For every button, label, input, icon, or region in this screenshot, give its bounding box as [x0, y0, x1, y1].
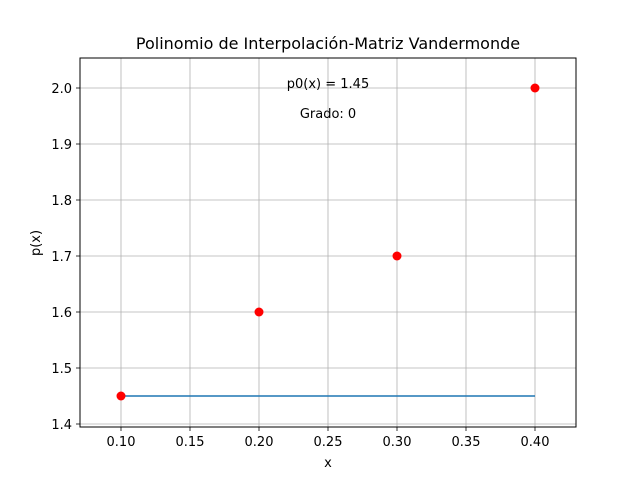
x-axis-label: x [324, 456, 332, 471]
data-point-marker [530, 83, 540, 93]
data-point-marker [254, 307, 264, 317]
plot-series [116, 83, 540, 401]
grid-lines [80, 58, 576, 427]
y-tick-label: 1.7 [51, 250, 72, 265]
y-tick-label: 1.4 [51, 418, 72, 433]
x-tick-label: 0.20 [245, 435, 274, 450]
x-axis-ticks: 0.10 0.15 0.20 0.25 0.30 0.35 0.40 [107, 427, 550, 450]
y-tick-label: 1.9 [51, 138, 72, 153]
x-tick-label: 0.40 [521, 435, 550, 450]
x-tick-label: 0.15 [176, 435, 205, 450]
x-tick-label: 0.35 [452, 435, 481, 450]
y-tick-label: 1.5 [51, 362, 72, 377]
x-tick-label: 0.30 [383, 435, 412, 450]
data-point-marker [116, 391, 126, 401]
y-tick-label: 2.0 [51, 82, 72, 97]
x-tick-label: 0.25 [314, 435, 343, 450]
annotation-text: Grado: 0 [300, 107, 356, 122]
y-tick-label: 1.6 [51, 306, 72, 321]
x-tick-label: 0.10 [107, 435, 136, 450]
chart-title: Polinomio de Interpolación-Matriz Vander… [136, 34, 520, 53]
y-axis-ticks: 1.4 1.5 1.6 1.7 1.8 1.9 2.0 [51, 82, 80, 433]
y-axis-label: p(x) [29, 230, 44, 256]
y-tick-label: 1.8 [51, 194, 72, 209]
data-point-marker [392, 251, 402, 261]
annotation-text: p0(x) = 1.45 [287, 77, 369, 92]
annotations: p0(x) = 1.45 Grado: 0 [287, 77, 369, 122]
